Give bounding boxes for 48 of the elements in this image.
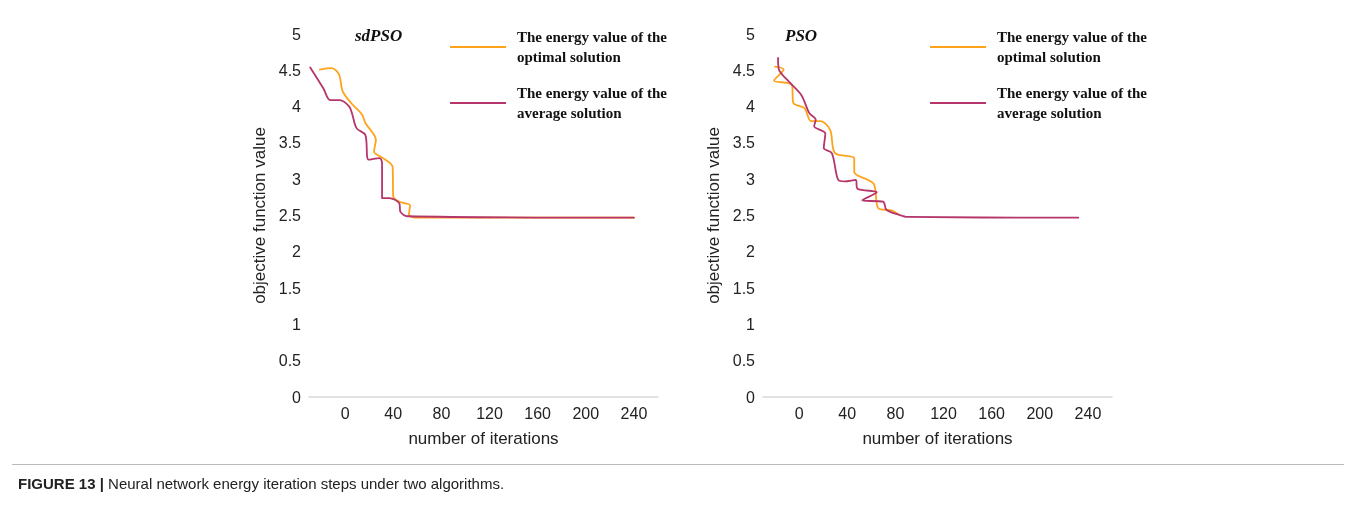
chart-title: PSO xyxy=(784,26,818,45)
x-tick-label: 160 xyxy=(978,404,1006,422)
y-axis-title: objective function value xyxy=(249,127,269,304)
x-tick-label: 0 xyxy=(340,404,350,422)
y-tick-label: 3 xyxy=(292,170,302,188)
y-tick-label: 2.5 xyxy=(278,207,302,224)
y-tick-label: 4 xyxy=(292,98,302,116)
x-tick-label: 200 xyxy=(1026,404,1054,422)
y-tick-label: 0.5 xyxy=(732,352,756,370)
y-axis-title: objective function value xyxy=(703,127,723,304)
x-tick-label: 80 xyxy=(886,404,905,422)
y-tick-label: 0 xyxy=(746,388,756,406)
x-axis-title: number of iterations xyxy=(408,429,559,448)
x-tick-label: 40 xyxy=(384,404,403,422)
y-tick-label: 0 xyxy=(292,388,302,406)
x-tick-label: 80 xyxy=(432,404,451,422)
y-tick-label: 4 xyxy=(746,98,756,116)
y-tick-label: 0.5 xyxy=(278,352,302,370)
x-axis-title: number of iterations xyxy=(862,429,1013,448)
y-tick-label: 4.5 xyxy=(732,61,756,79)
x-tick-label: 200 xyxy=(572,404,600,422)
chart-title: sdPSO xyxy=(354,26,403,45)
y-tick-label: 5 xyxy=(746,25,756,43)
y-tick-label: 1.5 xyxy=(278,279,302,297)
y-tick-label: 4.5 xyxy=(278,61,302,79)
x-tick-label: 120 xyxy=(930,404,957,422)
legend-label: The energy value of the average solution xyxy=(997,85,1148,121)
x-tick-label: 240 xyxy=(1074,404,1102,422)
y-tick-label: 2 xyxy=(292,243,302,261)
x-tick-label: 0 xyxy=(794,404,804,422)
x-tick-label: 160 xyxy=(524,404,552,422)
y-tick-label: 3.5 xyxy=(278,134,302,152)
y-tick-label: 3.5 xyxy=(732,134,756,152)
x-tick-label: 120 xyxy=(476,404,503,422)
y-tick-label: 1.5 xyxy=(732,279,756,297)
caption: FIGURE 13 | Neural network energy iteration steps under two algorithms. xyxy=(18,475,506,492)
y-tick-label: 1 xyxy=(292,315,302,333)
x-tick-label: 40 xyxy=(838,404,857,422)
y-tick-label: 2 xyxy=(746,243,756,261)
y-tick-label: 5 xyxy=(292,25,302,43)
legend-label: The energy value of the optimal solution xyxy=(997,29,1148,65)
y-tick-label: 3 xyxy=(746,170,756,188)
legend-label: The energy value of the average solution xyxy=(517,85,668,121)
y-tick-label: 1 xyxy=(746,315,756,333)
line-series xyxy=(773,65,900,216)
y-tick-label: 2.5 xyxy=(732,207,756,224)
x-tick-label: 240 xyxy=(620,404,648,422)
legend-label: The energy value of the optimal solution xyxy=(517,29,668,65)
